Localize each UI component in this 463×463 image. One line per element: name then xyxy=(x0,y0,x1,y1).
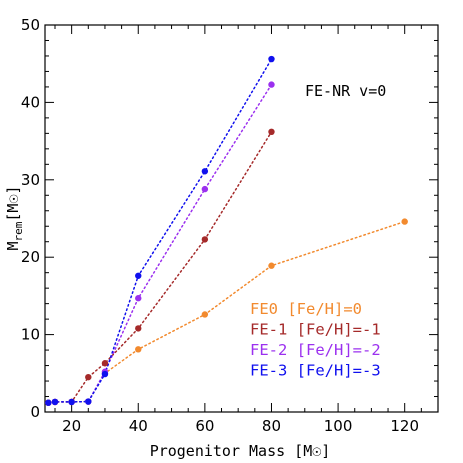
series-points xyxy=(45,55,408,406)
data-point-series-2 xyxy=(135,295,142,302)
data-point-series-1 xyxy=(85,373,92,381)
legend: FE0 [Fe/H]=0 FE-1 [Fe/H]=-1 FE-2 [Fe/H]=-2… xyxy=(250,300,381,380)
y-tick-label: 40 xyxy=(21,93,40,111)
x-tick-label: 60 xyxy=(195,417,214,435)
svg-text:Mrem[M☉]: Mrem[M☉] xyxy=(4,185,25,250)
data-point-series-3 xyxy=(51,398,59,406)
legend-entry: FE0 [Fe/H]=0 xyxy=(250,300,362,318)
data-point-series-0 xyxy=(401,218,408,225)
x-tick-label: 120 xyxy=(390,417,419,435)
legend-entry: FE-1 [Fe/H]=-1 xyxy=(250,321,381,339)
data-point-series-3 xyxy=(101,370,109,378)
data-point-series-1 xyxy=(135,325,142,332)
data-point-series-3 xyxy=(68,398,75,406)
data-point-series-3 xyxy=(135,272,142,279)
data-point-series-0 xyxy=(201,311,209,318)
x-tick-label: 80 xyxy=(262,417,281,435)
series-line-2 xyxy=(47,83,273,404)
series-line-1 xyxy=(47,131,273,404)
legend-entry: FE-3 [Fe/H]=-3 xyxy=(250,362,381,380)
data-point-series-1 xyxy=(101,360,109,367)
y-tick-label: 10 xyxy=(21,326,40,344)
data-point-series-1 xyxy=(201,236,209,243)
data-point-series-3 xyxy=(201,168,209,175)
plot-frame xyxy=(44,24,439,413)
data-point-series-3 xyxy=(85,398,92,405)
data-point-series-1 xyxy=(268,128,275,136)
series-line-3 xyxy=(47,58,273,404)
y-tick-label: 50 xyxy=(21,16,40,34)
data-point-series-0 xyxy=(135,346,142,353)
data-point-series-3 xyxy=(45,399,52,406)
x-tick-label: 20 xyxy=(62,417,81,435)
axis-ticks xyxy=(45,24,439,413)
x-axis-label: Progenitor Mass [M☉] xyxy=(150,442,331,460)
data-point-series-2 xyxy=(201,185,209,193)
data-point-series-0 xyxy=(268,262,275,269)
data-point-series-2 xyxy=(268,81,275,88)
data-point-series-3 xyxy=(268,55,275,63)
legend-entry: FE-2 [Fe/H]=-2 xyxy=(250,341,381,359)
y-tick-label: 20 xyxy=(21,248,40,266)
x-tick-label: 100 xyxy=(324,417,353,435)
model-annotation: FE-NR v=0 xyxy=(305,82,386,100)
y-tick-label: 30 xyxy=(21,171,40,189)
y-tick-label: 0 xyxy=(30,403,40,421)
tick-labels: 20 40 60 80 100 120 0 10 20 30 40 50 xyxy=(21,16,419,435)
y-axis-label: Mrem[M☉] xyxy=(4,185,25,250)
x-tick-label: 40 xyxy=(129,417,148,435)
